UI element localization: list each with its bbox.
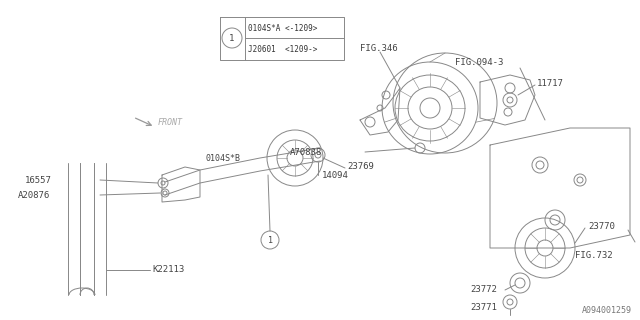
Text: 23772: 23772 [470,285,497,294]
Text: 0104S*B: 0104S*B [205,154,240,163]
Text: A70838: A70838 [290,148,323,156]
Text: 11717: 11717 [537,78,564,87]
Text: FRONT: FRONT [158,117,183,126]
Text: FIG.094-3: FIG.094-3 [455,58,504,67]
Text: 1: 1 [268,236,273,244]
Text: K22113: K22113 [152,266,184,275]
Text: 14094: 14094 [322,171,349,180]
Text: J20601  <1209->: J20601 <1209-> [248,45,317,54]
Text: A094001259: A094001259 [582,306,632,315]
Text: 23769: 23769 [347,162,374,171]
Text: A20876: A20876 [18,190,51,199]
Text: FIG.732: FIG.732 [575,251,612,260]
Text: FIG.346: FIG.346 [360,44,397,52]
Text: 23771: 23771 [470,303,497,313]
Text: 1: 1 [229,34,235,43]
Text: 0104S*A <-1209>: 0104S*A <-1209> [248,24,317,33]
Text: 16557: 16557 [25,175,52,185]
Text: 23770: 23770 [588,221,615,230]
